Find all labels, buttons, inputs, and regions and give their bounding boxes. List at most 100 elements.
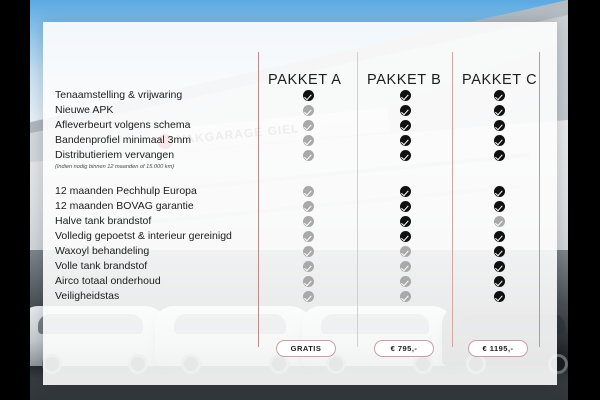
check-cell — [393, 148, 417, 163]
check-cell — [487, 184, 511, 199]
price-button-pakket-c[interactable]: € 1195,- — [468, 340, 528, 357]
check-included-icon — [493, 276, 505, 287]
check-included-icon — [399, 186, 411, 197]
check-included-icon — [399, 150, 411, 161]
check-cell — [393, 259, 417, 274]
check-cell — [487, 289, 511, 304]
check-included-icon — [493, 150, 505, 161]
check-cell — [487, 244, 511, 259]
check-cell — [393, 88, 417, 103]
check-excluded-icon — [302, 150, 314, 161]
group-gap-spacer — [296, 172, 320, 184]
check-included-icon — [399, 231, 411, 242]
check-cell — [393, 199, 417, 214]
check-excluded-icon — [399, 261, 411, 272]
check-included-icon — [399, 120, 411, 131]
check-excluded-icon — [302, 135, 314, 146]
check-cell — [296, 259, 320, 274]
check-included-icon — [399, 201, 411, 212]
check-cell — [296, 88, 320, 103]
check-excluded-icon — [302, 186, 314, 197]
feature-label: Nieuwe APK — [55, 104, 114, 116]
column-header-pakket-a: PAKKET A — [268, 72, 342, 88]
check-included-icon — [493, 105, 505, 116]
check-included-icon — [493, 261, 505, 272]
check-excluded-icon — [302, 105, 314, 116]
feature-label: Halve tank brandstof — [55, 215, 152, 227]
check-cell — [487, 274, 511, 289]
feature-label: Volledig gepoetst & interieur gereinigd — [55, 230, 232, 242]
group-gap-spacer — [487, 172, 511, 184]
column-divider — [258, 52, 259, 347]
check-cell — [296, 274, 320, 289]
check-excluded-icon — [302, 201, 314, 212]
feature-label-list: Tenaamstelling & vrijwaring Nieuwe APK Afl… — [55, 88, 255, 304]
feature-label: 12 maanden BOVAG garantie — [55, 200, 194, 212]
feature-subnote: (Indien nodig binnen 12 maanden of 15.00… — [55, 164, 175, 170]
feature-label: Distributieriem vervangen — [55, 149, 175, 161]
check-cell — [393, 229, 417, 244]
check-excluded-icon — [302, 276, 314, 287]
check-cell — [487, 133, 511, 148]
check-included-icon — [493, 201, 505, 212]
check-excluded-icon — [302, 120, 314, 131]
check-cell — [393, 103, 417, 118]
feature-label: Bandenprofiel minimaal 3mm — [55, 134, 191, 146]
check-cell — [487, 148, 511, 163]
feature-label: Waxoyl behandeling — [55, 245, 150, 257]
check-cell — [296, 103, 320, 118]
check-included-icon — [399, 216, 411, 227]
check-included-icon — [302, 90, 314, 101]
check-cell — [296, 199, 320, 214]
feature-label: 12 maanden Pechhulp Europa — [55, 185, 197, 197]
feature-label: Tenaamstelling & vrijwaring — [55, 89, 183, 101]
subnote-spacer — [296, 163, 320, 172]
check-cell — [487, 214, 511, 229]
feature-group-gap — [55, 172, 255, 184]
check-included-icon — [493, 120, 505, 131]
check-cell — [393, 118, 417, 133]
check-excluded-icon — [302, 291, 314, 302]
check-cell — [487, 118, 511, 133]
check-included-icon — [493, 135, 505, 146]
check-excluded-icon — [302, 216, 314, 227]
check-included-icon — [493, 246, 505, 257]
feature-label: Veiligheidstas — [55, 290, 120, 302]
check-cell — [296, 118, 320, 133]
check-included-icon — [399, 135, 411, 146]
check-column-pakket-b — [393, 88, 417, 304]
column-header-pakket-b: PAKKET B — [367, 72, 442, 88]
pricing-table-panel: PAKKET A PAKKET B PAKKET C Tenaamstellin… — [43, 22, 557, 385]
check-cell — [296, 184, 320, 199]
check-excluded-icon — [493, 216, 505, 227]
check-excluded-icon — [302, 246, 314, 257]
check-cell — [296, 229, 320, 244]
column-header-pakket-c: PAKKET C — [462, 72, 538, 88]
column-divider — [357, 52, 358, 347]
check-cell — [393, 244, 417, 259]
check-cell — [393, 133, 417, 148]
check-cell — [296, 289, 320, 304]
check-cell — [296, 133, 320, 148]
price-button-pakket-b[interactable]: € 795,- — [374, 340, 434, 357]
group-gap-spacer — [393, 172, 417, 184]
check-cell — [296, 148, 320, 163]
check-cell — [393, 274, 417, 289]
check-included-icon — [399, 105, 411, 116]
check-excluded-icon — [302, 261, 314, 272]
check-included-icon — [493, 231, 505, 242]
feature-label: Airco totaal onderhoud — [55, 275, 161, 287]
check-excluded-icon — [399, 276, 411, 287]
check-cell — [296, 244, 320, 259]
subnote-spacer — [487, 163, 511, 172]
check-cell — [393, 214, 417, 229]
check-included-icon — [493, 291, 505, 302]
check-cell — [487, 103, 511, 118]
price-button-pakket-a[interactable]: GRATIS — [276, 340, 336, 357]
check-cell — [487, 259, 511, 274]
check-cell — [393, 184, 417, 199]
check-column-pakket-c — [487, 88, 511, 304]
feature-label: Afleverbeurt volgens schema — [55, 119, 191, 131]
check-cell — [487, 199, 511, 214]
